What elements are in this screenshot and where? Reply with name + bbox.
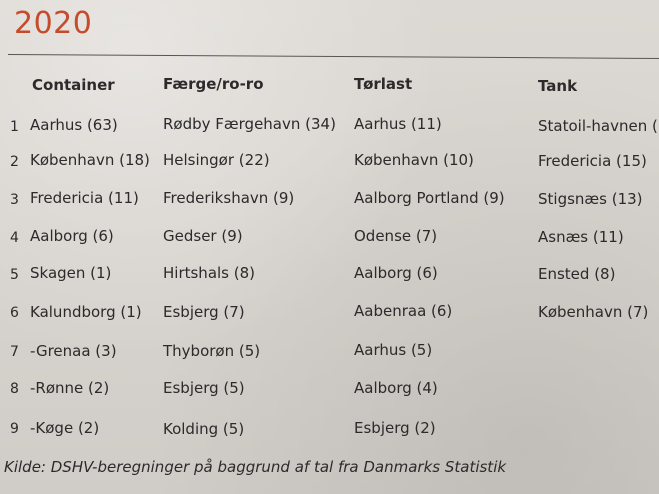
cell-dry-bulk: Esbjerg (2) — [354, 419, 436, 437]
cell-container: Fredericia (11) — [30, 189, 139, 207]
cell-dry-bulk: Aalborg (6) — [354, 264, 438, 282]
rank-number: 2 — [10, 154, 19, 170]
cell-tank: Ensted (8) — [538, 265, 616, 283]
table-row: 1 Aarhus (63) Rødby Færgehavn (34) Aarhu… — [0, 115, 659, 139]
cell-container: Aarhus (63) — [30, 116, 118, 134]
cell-ferry-roro: Helsingør (22) — [163, 151, 270, 169]
rank-number: 5 — [10, 267, 19, 283]
source-note: Kilde: DSHV-beregninger på baggrund af t… — [4, 458, 507, 476]
rank-number: 9 — [10, 421, 19, 437]
cell-tank: København (7) — [538, 303, 649, 321]
cell-ferry-roro: Thyborøn (5) — [163, 342, 261, 360]
column-header-ferry-roro: Færge/ro-ro — [163, 75, 264, 93]
rank-number: 1 — [10, 119, 19, 135]
cell-ferry-roro: Gedser (9) — [163, 227, 243, 245]
cell-container: Kalundborg (1) — [30, 303, 142, 321]
cell-tank: Fredericia (15) — [538, 152, 647, 170]
rank-number: 7 — [10, 344, 19, 360]
cell-ferry-roro: Rødby Færgehavn (34) — [163, 115, 336, 133]
table-row: 7 -Grenaa (3) Thyborøn (5) Aarhus (5) — [0, 341, 659, 365]
table-row: 2 København (18) Helsingør (22) Københav… — [0, 151, 659, 175]
cell-dry-bulk: København (10) — [354, 151, 474, 169]
column-header-dry-bulk: Tørlast — [354, 75, 413, 93]
rank-number: 4 — [10, 230, 19, 246]
rank-number: 6 — [10, 305, 19, 321]
cell-container: -Køge (2) — [30, 419, 100, 437]
cell-container: København (18) — [30, 151, 150, 169]
table-row: 4 Aalborg (6) Gedser (9) Odense (7) Asnæ… — [0, 227, 659, 251]
table-row: 5 Skagen (1) Hirtshals (8) Aalborg (6) E… — [0, 264, 659, 288]
column-header-tank: Tank — [538, 77, 578, 95]
cell-dry-bulk: Aarhus (11) — [354, 115, 442, 133]
column-header-container: Container — [32, 76, 115, 94]
cell-tank: Asnæs (11) — [538, 228, 624, 246]
cell-ferry-roro: Kolding (5) — [163, 420, 245, 438]
cell-dry-bulk: Aarhus (5) — [354, 341, 433, 359]
cell-tank: Statoil-havnen (32 — [538, 117, 659, 135]
cell-dry-bulk: Odense (7) — [354, 227, 438, 245]
rank-number: 3 — [10, 192, 19, 208]
table-row: 9 -Køge (2) Kolding (5) Esbjerg (2) — [0, 419, 659, 443]
cell-container: Aalborg (6) — [30, 227, 114, 245]
table-row: 8 -Rønne (2) Esbjerg (5) Aalborg (4) — [0, 378, 659, 402]
cell-dry-bulk: Aalborg (4) — [354, 379, 438, 397]
cell-ferry-roro: Hirtshals (8) — [163, 264, 256, 282]
cell-ferry-roro: Esbjerg (7) — [163, 303, 245, 321]
cell-container: -Rønne (2) — [30, 379, 110, 397]
table-row: 6 Kalundborg (1) Esbjerg (7) Aabenraa (6… — [0, 302, 659, 326]
cell-tank: Stigsnæs (13) — [538, 190, 643, 208]
cell-ferry-roro: Esbjerg (5) — [163, 379, 245, 397]
cell-ferry-roro: Frederikshavn (9) — [163, 189, 295, 207]
table-row: 3 Fredericia (11) Frederikshavn (9) Aalb… — [0, 189, 659, 213]
cell-container: -Grenaa (3) — [30, 342, 117, 360]
cell-dry-bulk: Aalborg Portland (9) — [354, 189, 505, 207]
cell-container: Skagen (1) — [30, 264, 112, 282]
cell-dry-bulk: Aabenraa (6) — [354, 302, 453, 320]
rank-number: 8 — [10, 381, 19, 397]
section-year-heading: 2020 — [14, 6, 93, 41]
